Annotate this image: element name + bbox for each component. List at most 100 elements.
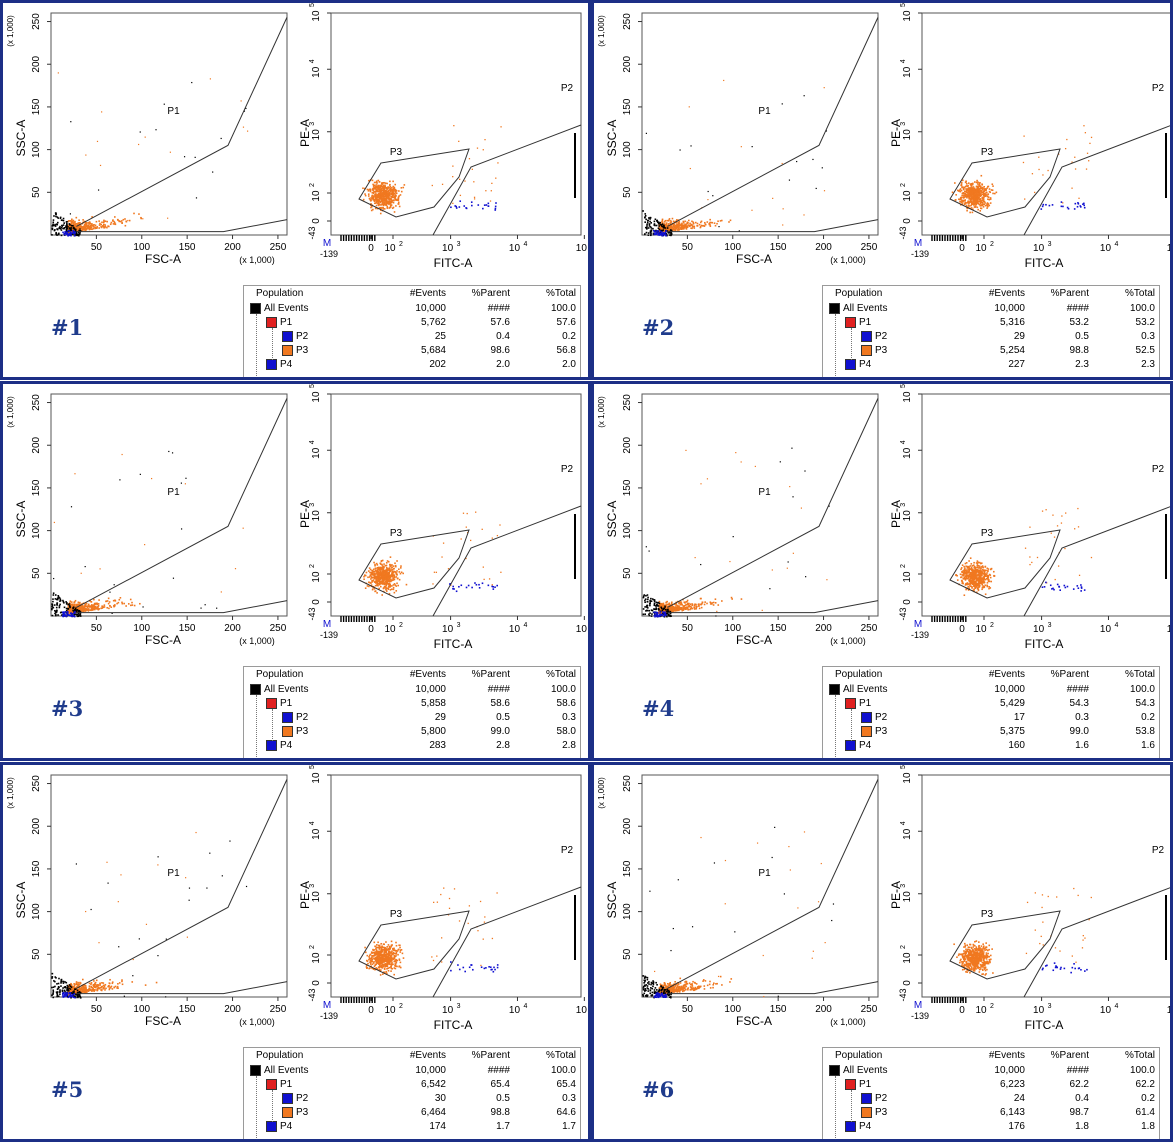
- p3-event-dot: [78, 603, 80, 605]
- events-count: 5,800: [421, 725, 446, 739]
- all-event-dot: [665, 609, 667, 611]
- p3-log-event-dot: [963, 189, 965, 191]
- p3-log-event-dot: [963, 578, 965, 580]
- all-event-dot: [652, 598, 654, 600]
- p3-event-dot: [720, 220, 722, 222]
- p3-event-dot: [686, 226, 688, 228]
- all-event-dot: [57, 216, 59, 218]
- population-name: All Events: [264, 683, 308, 697]
- p3-log-event-dot: [373, 562, 375, 564]
- sparse-event-dot: [805, 576, 806, 577]
- p3-event-dot: [91, 225, 93, 227]
- population-color-swatch: [282, 712, 293, 723]
- sparse-event-dot: [772, 569, 773, 570]
- all-event-dot: [656, 225, 658, 227]
- p3-log-event-dot: [383, 563, 385, 565]
- p3-log-event-dot: [392, 190, 394, 192]
- sparse-event-dot: [181, 483, 182, 484]
- p3-log-event-dot: [977, 183, 979, 185]
- all-event-dot: [654, 223, 656, 225]
- all-event-dot: [648, 234, 650, 236]
- p3-log-event-dot: [977, 181, 979, 183]
- all-event-dot: [671, 233, 673, 235]
- p3-event-dot: [125, 225, 127, 227]
- fitc-axis-label: FITC-A: [434, 637, 473, 651]
- p3-log-event-dot: [980, 195, 982, 197]
- p2-event-dot: [459, 206, 461, 208]
- p3-log-event-dot: [388, 198, 390, 200]
- p3-log-event-dot: [982, 565, 984, 567]
- sparse-event-dot: [247, 131, 248, 132]
- p3-log-event-dot: [962, 564, 964, 566]
- p3-log-event-dot: [390, 556, 392, 558]
- p3-event-dot: [684, 221, 686, 223]
- p3-log-event-dot: [394, 193, 396, 195]
- p3-log-event-dot: [400, 565, 402, 567]
- p3-event-dot: [699, 224, 701, 226]
- sparse-event-dot: [235, 568, 236, 569]
- p3-sparse-dot: [1075, 168, 1076, 169]
- sparse-event-dot: [99, 568, 100, 569]
- fitc-axis-label: FITC-A: [1025, 637, 1064, 651]
- p3-event-dot: [684, 601, 686, 603]
- p3-log-event-dot: [362, 187, 364, 189]
- p4-event-dot: [66, 232, 68, 234]
- p3-log-event-dot: [381, 198, 383, 200]
- all-event-dot: [644, 234, 646, 236]
- all-event-dot: [55, 216, 57, 218]
- p3-log-event-dot: [404, 184, 406, 186]
- sparse-event-dot: [733, 536, 734, 537]
- p4-event-dot: [657, 234, 659, 236]
- p3-log-event-dot: [374, 184, 376, 186]
- p2-event-dot: [466, 587, 468, 589]
- p4-event-dot: [64, 231, 66, 233]
- all-event-dot: [56, 607, 58, 609]
- p3-sparse-dot: [470, 540, 471, 541]
- p3-log-event-dot: [978, 570, 980, 572]
- p3-log-event-dot: [386, 579, 388, 581]
- all-event-dot: [643, 608, 645, 610]
- all-event-dot: [58, 234, 60, 236]
- p3-log-event-dot: [978, 588, 980, 590]
- pe-tick-label: 102: [900, 183, 913, 202]
- p3-log-event-dot: [381, 576, 383, 578]
- all-event-dot: [75, 608, 77, 610]
- p3-log-event-dot: [977, 586, 979, 588]
- p3-sparse-dot: [483, 149, 484, 150]
- p3-event-dot: [677, 229, 679, 231]
- p3-log-event-dot: [961, 580, 963, 582]
- p2-event-dot: [1062, 206, 1064, 208]
- p3-log-event-dot: [380, 586, 382, 588]
- all-event-dot: [55, 598, 57, 600]
- p3-event-dot: [114, 216, 116, 218]
- header-total: %Total: [1125, 287, 1155, 301]
- p3-log-event-dot: [378, 576, 380, 578]
- p3-log-event-dot: [961, 195, 963, 197]
- p3-event-dot: [721, 600, 723, 602]
- p3-event-dot: [93, 226, 95, 228]
- sparse-event-dot: [690, 145, 691, 146]
- fsc-ssc-plot-frame: [51, 13, 287, 235]
- ssc-tick-label: 50: [31, 186, 42, 198]
- p3-event-dot: [89, 226, 91, 228]
- p3-log-event-dot: [369, 576, 371, 578]
- p3-log-event-dot: [383, 577, 385, 579]
- p3-event-dot: [700, 222, 702, 224]
- p3-event-dot: [714, 222, 716, 224]
